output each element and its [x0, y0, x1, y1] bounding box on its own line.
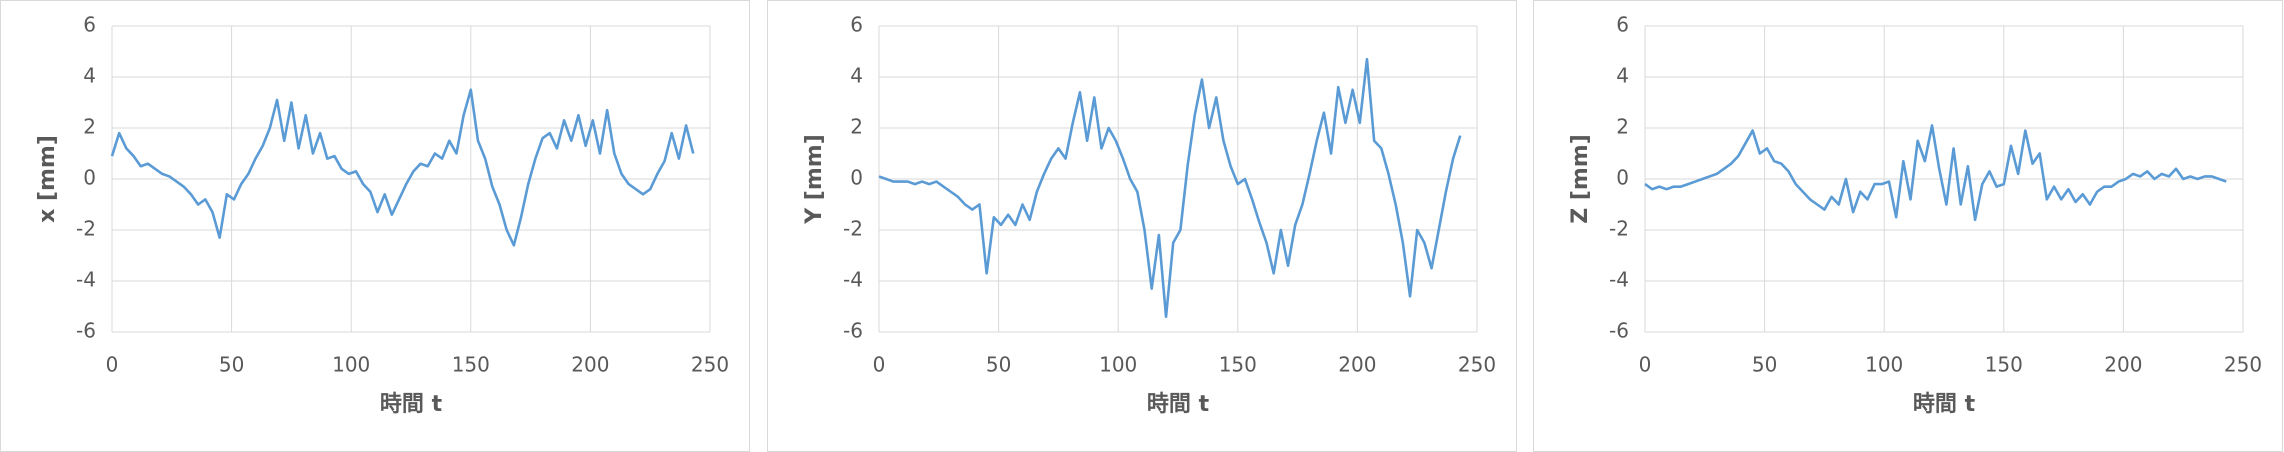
y-tick-label: -6: [1609, 319, 1629, 343]
x-tick-label: 0: [106, 353, 119, 377]
y-axis-title: Z [mm]: [1568, 134, 1593, 224]
x-axis-title: 時間 t: [380, 392, 443, 417]
x-tick-label: 50: [219, 353, 244, 377]
x-tick-label: 50: [1752, 353, 1777, 377]
y-tick-label: 0: [1616, 166, 1629, 190]
y-tick-label: 6: [1616, 13, 1629, 37]
x-tick-label: 200: [571, 353, 609, 377]
data-line: [878, 57, 1462, 318]
y-tick-label: -2: [843, 217, 863, 241]
y-tick-label: -4: [843, 268, 863, 292]
y-tick-label: -6: [843, 319, 863, 343]
chart: -6 -4 -2 0 2 4 6 0 50 100 150 200 250 時間 t x [mm]: [0, 0, 750, 452]
y-tick-label: 2: [83, 115, 96, 139]
x-tick-label: 100: [1099, 353, 1137, 377]
x-axis-title: 時間 t: [1913, 392, 1976, 417]
x-tick-label: 100: [332, 353, 370, 377]
y-tick-label: 4: [1616, 64, 1629, 88]
x-tick-label: 50: [986, 353, 1011, 377]
y-tick-label: -4: [76, 268, 96, 292]
y-tick-label: 6: [850, 13, 863, 37]
y-tick-label: 4: [850, 64, 863, 88]
x-tick-label: 150: [452, 353, 490, 377]
chart: -6 -4 -2 0 2 4 6 0 50 100 150 200 250 時間 t Y [mm]: [767, 0, 1517, 452]
x-tick-label: 250: [691, 353, 729, 377]
y-tick-label: -6: [76, 319, 96, 343]
y-tick-label: -2: [1609, 217, 1629, 241]
x-tick-label: 200: [1338, 353, 1376, 377]
y-tick-label: 0: [83, 166, 96, 190]
y-tick-label: 2: [850, 115, 863, 139]
data-line: [110, 88, 695, 247]
x-tick-label: 200: [2104, 353, 2142, 377]
x-tick-label: 250: [1458, 353, 1496, 377]
y-tick-label: -2: [76, 217, 96, 241]
y-tick-label: 6: [83, 13, 96, 37]
x-tick-label: 100: [1865, 353, 1903, 377]
x-tick-label: 0: [1639, 353, 1652, 377]
x-tick-label: 0: [873, 353, 886, 377]
x-tick-label: 150: [1985, 353, 2023, 377]
y-tick-label: -4: [1609, 268, 1629, 292]
chart: -6 -4 -2 0 2 4 6 0 50 100 150 200 250 時間 t Z [mm]: [1533, 0, 2283, 452]
x-axis-title: 時間 t: [1147, 392, 1210, 417]
y-axis-title: x [mm]: [35, 135, 60, 223]
chart-border: [0, 0, 750, 452]
y-axis-title: Y [mm]: [802, 134, 827, 225]
chart-border: [767, 0, 1517, 452]
chart-border: [1533, 0, 2283, 452]
x-tick-label: 150: [1219, 353, 1257, 377]
y-tick-label: 0: [850, 166, 863, 190]
x-tick-label: 250: [2224, 353, 2262, 377]
y-tick-label: 2: [1616, 115, 1629, 139]
y-tick-label: 4: [83, 64, 96, 88]
data-line: [1644, 124, 2227, 222]
